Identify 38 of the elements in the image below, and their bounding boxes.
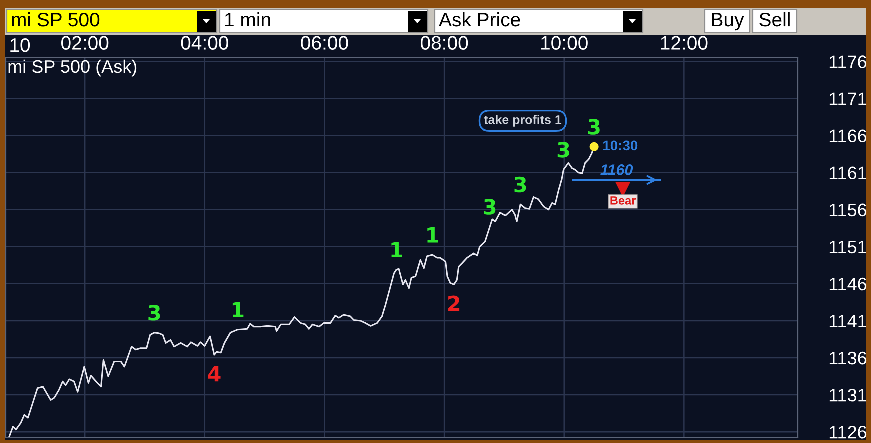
y-tick-label: 1141 <box>830 315 867 328</box>
ref-line-label: 1160 <box>600 164 634 176</box>
annotation: 1 <box>428 228 438 243</box>
annotation: Bear <box>610 196 636 205</box>
y-tick-label: 1161 <box>830 166 867 180</box>
annotation: 3 <box>558 142 570 158</box>
x-axis-title: 10 <box>10 38 30 52</box>
text: Buy <box>712 13 744 31</box>
text: mi SP 500 <box>12 12 100 27</box>
annotation: 3 <box>514 176 526 193</box>
y-tick-label: 1176 <box>830 56 867 68</box>
x-tick-label: 10:00 <box>542 36 588 50</box>
y-tick-label: 1166 <box>830 130 867 142</box>
x-tick-label: 04:00 <box>181 36 228 50</box>
annotation: 3 <box>588 119 600 135</box>
text: Ask Price <box>439 12 520 27</box>
y-tick-label: 1136 <box>830 352 867 365</box>
annotation: 3 <box>484 199 496 215</box>
annotation: 4 <box>208 366 221 382</box>
annotation: 10:30 <box>604 140 638 151</box>
y-tick-label: 1146 <box>830 278 867 291</box>
x-tick-label: 12:00 <box>661 36 708 50</box>
x-tick-label: 02:00 <box>62 36 109 50</box>
x-tick-label: 06:00 <box>301 36 348 50</box>
y-tick-label: 1151 <box>830 241 867 254</box>
text: Sell <box>760 12 790 27</box>
y-tick-label: 1126 <box>830 426 867 439</box>
annotation: 1 <box>232 302 244 318</box>
annotation: 2 <box>448 296 460 312</box>
y-tick-label: 1156 <box>830 204 867 217</box>
chart-title: mi SP 500 (Ask) <box>8 60 137 77</box>
annotation: 1 <box>392 242 402 258</box>
annotation: take profits 1 <box>484 115 562 127</box>
y-tick-label: 1131 <box>830 388 867 402</box>
x-tick-label: 08:00 <box>420 36 468 50</box>
y-tick-label: 1171 <box>830 92 867 106</box>
text: 1 min <box>225 12 270 27</box>
annotation: 3 <box>148 305 160 321</box>
